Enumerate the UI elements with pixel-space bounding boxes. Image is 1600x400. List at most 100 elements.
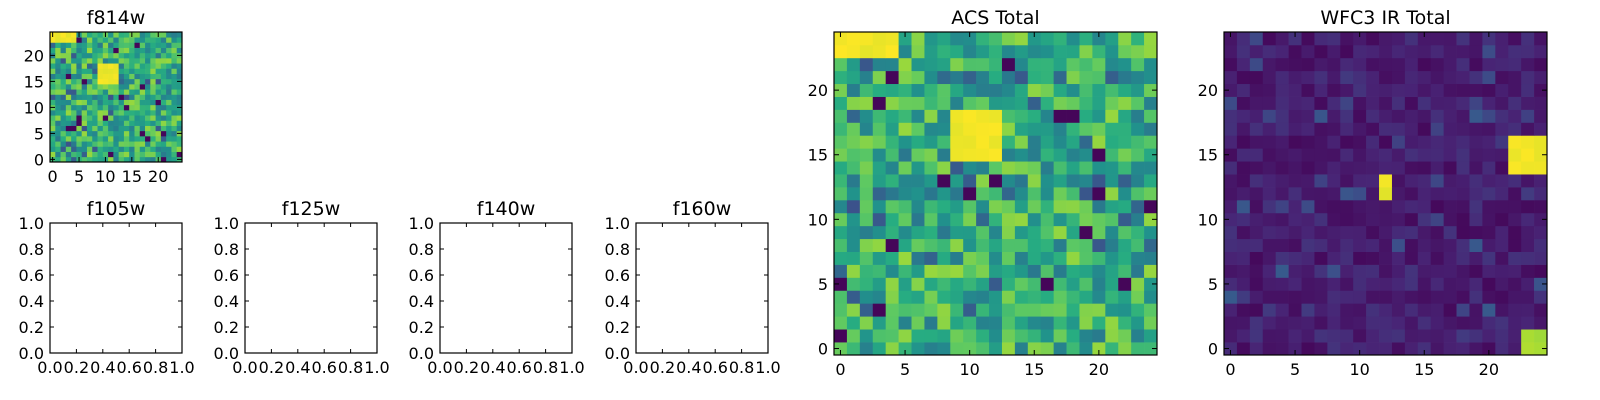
heatmap-cell	[1379, 148, 1393, 162]
chart-title: ACS Total	[951, 7, 1039, 29]
heatmap-cell	[1443, 187, 1457, 201]
heatmap-cell	[937, 212, 951, 227]
heatmap-cell	[1327, 109, 1341, 123]
heatmap-cell	[989, 57, 1003, 72]
heatmap-cell	[1249, 342, 1264, 356]
heatmap-cell	[1027, 57, 1042, 72]
heatmap-cell	[1417, 161, 1432, 175]
heatmap-cell	[150, 73, 156, 80]
chart-title: f125w	[282, 198, 341, 220]
heatmap-cell	[1131, 83, 1145, 97]
heatmap-cell	[1495, 303, 1509, 317]
heatmap-cell	[1314, 329, 1328, 343]
heatmap-cell	[1379, 70, 1393, 85]
heatmap-cell	[102, 125, 109, 132]
heatmap-cell	[81, 130, 88, 137]
heatmap-cell	[1040, 32, 1054, 46]
heatmap-cell	[134, 58, 141, 64]
heatmap-cell	[92, 52, 98, 59]
heatmap-cell	[102, 151, 109, 158]
heatmap-cell	[885, 148, 899, 162]
heatmap-cell	[1249, 264, 1264, 278]
heatmap-cell	[1314, 161, 1328, 175]
heatmap-cell	[1275, 199, 1289, 214]
heatmap-cell	[885, 44, 899, 59]
heatmap-cell	[1249, 174, 1264, 188]
y-tick-label: 0.2	[19, 318, 44, 337]
heatmap-cell	[1053, 135, 1067, 149]
heatmap-cell	[1456, 251, 1470, 265]
heatmap-cell	[65, 42, 72, 48]
heatmap-cell	[1262, 148, 1277, 162]
heatmap-cell	[989, 83, 1003, 97]
heatmap-cell	[1366, 238, 1380, 252]
heatmap-cell	[1053, 44, 1067, 59]
heatmap-cell	[1379, 329, 1393, 343]
heatmap-cell	[1430, 44, 1444, 59]
heatmap-cell	[92, 156, 98, 163]
heatmap-cell	[1118, 148, 1132, 162]
heatmap-cell	[1105, 225, 1119, 240]
heatmap-cell	[113, 32, 119, 38]
heatmap-cell	[102, 37, 109, 43]
heatmap-cell	[1236, 303, 1251, 317]
heatmap-cell	[150, 78, 156, 85]
heatmap-cell	[65, 84, 72, 90]
heatmap-cell	[1314, 122, 1328, 136]
heatmap-cell	[1014, 44, 1029, 59]
heatmap-cell	[950, 238, 964, 252]
heatmap-cell	[113, 58, 119, 64]
heatmap-cell	[123, 151, 130, 158]
heatmap-cell	[911, 329, 925, 343]
heatmap-cell	[1288, 212, 1302, 227]
heatmap-cell	[1262, 44, 1277, 59]
heatmap-cell	[1353, 32, 1367, 46]
heatmap-cell	[129, 99, 135, 106]
heatmap-cell	[1027, 199, 1042, 214]
heatmap-cell	[1118, 329, 1132, 343]
heatmap-cell	[846, 161, 861, 175]
heatmap-cell	[1027, 83, 1042, 97]
heatmap-cell	[1443, 57, 1457, 72]
heatmap-cell	[123, 52, 130, 59]
heatmap-cell	[1224, 264, 1238, 278]
heatmap-cell	[1027, 225, 1042, 240]
heatmap-cell	[134, 151, 141, 158]
heatmap-cell	[134, 130, 141, 137]
heatmap-cell	[1118, 174, 1132, 188]
heatmap-cell	[1144, 329, 1158, 343]
heatmap-cell	[1482, 277, 1496, 291]
heatmap-cell	[1144, 174, 1158, 188]
heatmap-cell	[950, 122, 964, 136]
heatmap-cell	[1301, 135, 1315, 149]
heatmap-cell	[1534, 225, 1548, 240]
heatmap-cell	[166, 52, 172, 59]
heatmap-cell	[171, 32, 178, 38]
heatmap-cell	[1340, 148, 1354, 162]
heatmap-cell	[1053, 316, 1067, 330]
heatmap-cell	[1495, 212, 1509, 227]
heatmap-cell	[108, 63, 114, 69]
heatmap-cell	[171, 136, 178, 142]
heatmap-cell	[176, 42, 183, 48]
x-tick-label: 0.8	[143, 358, 168, 377]
heatmap-cell	[71, 151, 77, 158]
heatmap-cell	[924, 96, 938, 110]
heatmap-cell	[150, 136, 156, 142]
heatmap-cell	[118, 52, 125, 59]
heatmap-cell	[108, 84, 114, 90]
heatmap-cell	[1236, 44, 1251, 59]
heatmap-cell	[1443, 96, 1457, 110]
heatmap-cell	[950, 174, 964, 188]
x-tick-label: 10	[95, 167, 115, 186]
heatmap-cell	[1105, 264, 1119, 278]
heatmap-cells-wfc3-ir-total	[1224, 32, 1548, 356]
heatmap-cell	[1001, 44, 1016, 59]
heatmap-cell	[1534, 264, 1548, 278]
heatmap-cell	[155, 84, 162, 90]
heatmap-cell	[150, 146, 156, 152]
heatmap-cell	[937, 199, 951, 214]
y-tick-label: 15	[24, 72, 44, 91]
heatmap-cell	[885, 316, 899, 330]
